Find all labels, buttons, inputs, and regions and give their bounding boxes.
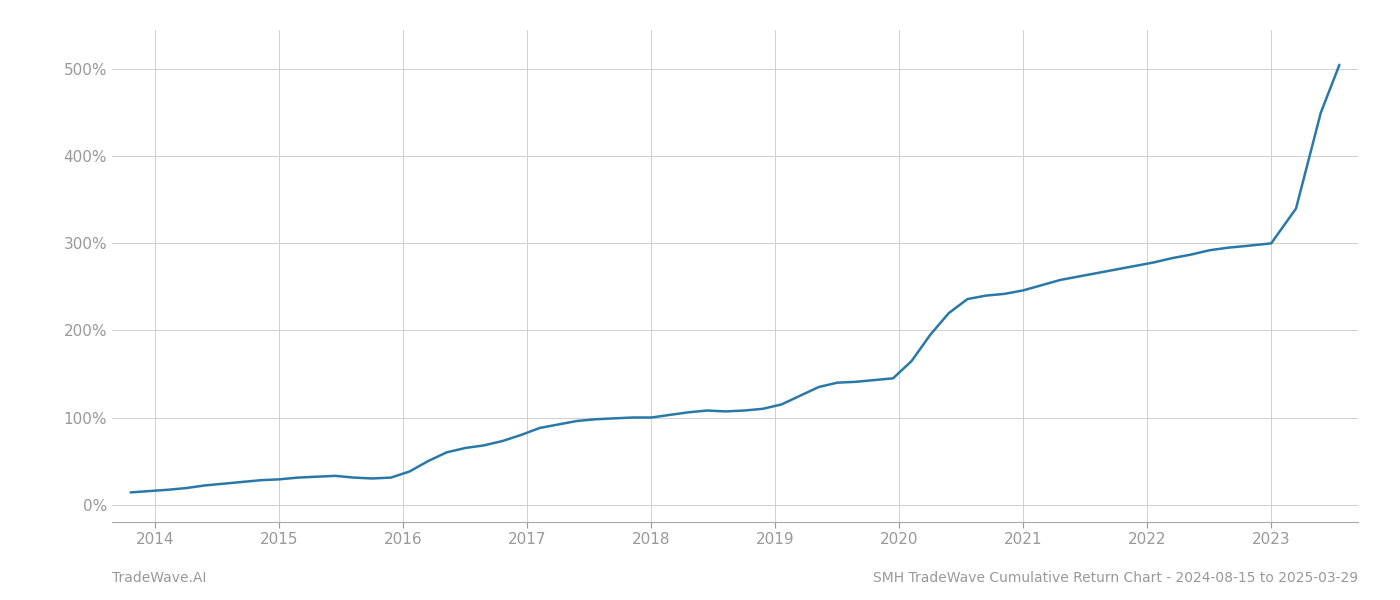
Text: TradeWave.AI: TradeWave.AI	[112, 571, 206, 585]
Text: SMH TradeWave Cumulative Return Chart - 2024-08-15 to 2025-03-29: SMH TradeWave Cumulative Return Chart - …	[872, 571, 1358, 585]
